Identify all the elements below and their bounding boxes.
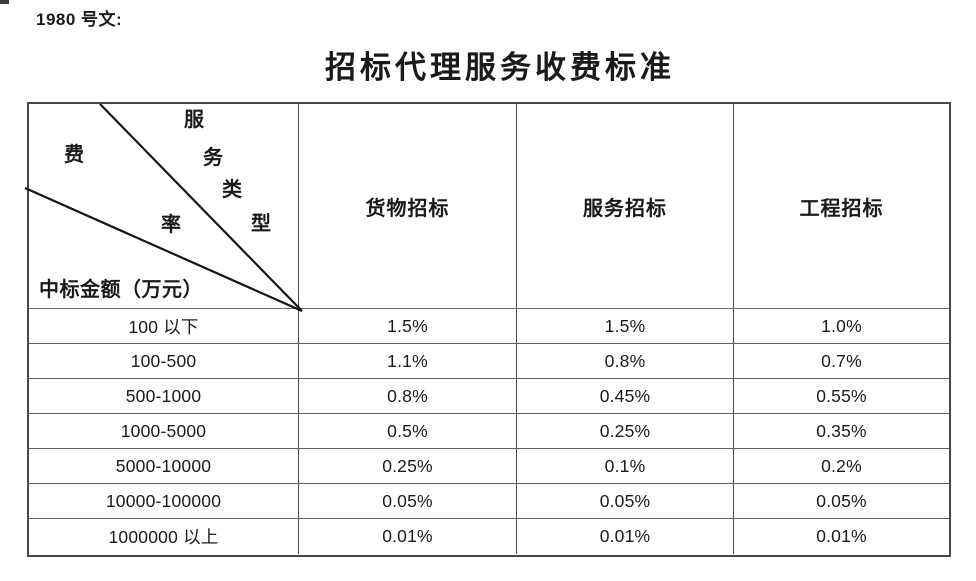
table-row: 100 以下 1.5% 1.5% 1.0% <box>29 309 949 344</box>
rate-cell: 1.0% <box>821 315 862 336</box>
rate-cell: 0.05% <box>299 484 517 519</box>
rate-cell: 0.05% <box>517 484 734 519</box>
rate-cell: 0.2% <box>821 455 862 476</box>
corner-label-service-type-char: 服 <box>184 109 204 131</box>
doc-ref: 1980 号文: <box>36 10 123 29</box>
rate-cell: 0.8% <box>299 379 517 414</box>
diagonal-divider-lines <box>24 103 303 313</box>
column-header-goods: 货物招标 <box>299 104 517 308</box>
table-header-row: 服 务 类 型 费 率 中标金额（万元） 货物招标 服务招标 工程招标 <box>24 103 949 313</box>
column-header-engineering: 工程招标 <box>799 197 884 220</box>
rate-cell: 0.55% <box>816 385 867 406</box>
rate-cell: 0.5% <box>299 414 517 449</box>
fee-table: 服 务 类 型 费 率 中标金额（万元） 货物招标 服务招标 工程招标 100 … <box>24 102 951 557</box>
column-header-services: 服务招标 <box>517 104 734 308</box>
rate-cell: 0.7% <box>821 350 862 371</box>
corner-label-fee-rate-char: 率 <box>161 214 181 236</box>
rate-cell: 0.25% <box>299 449 517 484</box>
table-row: 1000000 以上 0.01% 0.01% 0.01% <box>29 518 949 554</box>
rate-cell: 0.35% <box>816 420 867 441</box>
rate-cell: 0.01% <box>517 519 734 554</box>
rate-cell: 0.45% <box>517 379 734 414</box>
rate-cell: 0.01% <box>816 526 867 546</box>
rate-cell: 0.8% <box>517 344 734 379</box>
table-row: 5000-10000 0.25% 0.1% 0.2% <box>29 448 949 484</box>
table-body: 100 以下 1.5% 1.5% 1.0% 100-500 1.1% 0.8% … <box>29 309 949 554</box>
row-label: 1000-5000 <box>29 414 299 449</box>
row-label: 100 以下 <box>29 309 299 344</box>
page-title: 招标代理服务收费标准 <box>325 50 675 85</box>
table-row: 1000-5000 0.5% 0.25% 0.35% <box>29 413 949 449</box>
table-row: 100-500 1.1% 0.8% 0.7% <box>29 343 949 379</box>
rate-cell: 1.5% <box>517 309 734 344</box>
corner-header-cell: 服 务 类 型 费 率 中标金额（万元） <box>24 103 303 313</box>
row-label: 5000-10000 <box>29 449 299 484</box>
scan-artifact <box>0 0 9 4</box>
corner-label-service-type-char: 型 <box>251 213 271 235</box>
row-label: 1000000 以上 <box>29 519 299 554</box>
rate-cell: 1.1% <box>299 344 517 379</box>
corner-label-service-type-char: 务 <box>203 147 223 169</box>
corner-label-service-type-char: 类 <box>222 179 242 201</box>
table-row: 10000-100000 0.05% 0.05% 0.05% <box>29 483 949 519</box>
rate-cell: 0.01% <box>299 519 517 554</box>
rate-cell: 1.5% <box>299 309 517 344</box>
rate-cell: 0.05% <box>816 490 867 511</box>
row-label: 500-1000 <box>29 379 299 414</box>
row-label: 100-500 <box>29 344 299 379</box>
rate-cell: 0.1% <box>517 449 734 484</box>
row-label: 10000-100000 <box>29 484 299 519</box>
table-row: 500-1000 0.8% 0.45% 0.55% <box>29 378 949 414</box>
rate-cell: 0.25% <box>517 414 734 449</box>
corner-label-fee-rate-char: 费 <box>64 144 84 166</box>
corner-label-award-amount: 中标金额（万元） <box>39 279 203 301</box>
